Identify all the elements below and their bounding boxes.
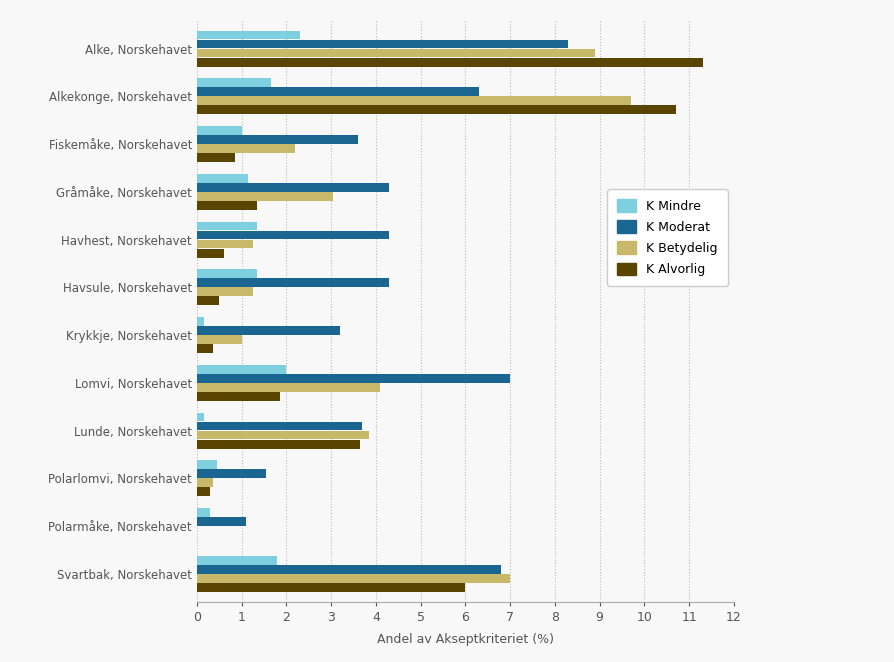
- Bar: [197, 58, 702, 66]
- Bar: [197, 508, 210, 517]
- Bar: [197, 126, 241, 135]
- Bar: [197, 97, 630, 105]
- Bar: [197, 374, 510, 383]
- Bar: [197, 201, 257, 210]
- Bar: [197, 87, 478, 96]
- Bar: [197, 144, 295, 153]
- Bar: [197, 269, 257, 278]
- Bar: [197, 344, 213, 353]
- Bar: [197, 278, 389, 287]
- Bar: [197, 440, 359, 449]
- Bar: [197, 287, 253, 296]
- Bar: [197, 192, 333, 201]
- X-axis label: Andel av Akseptkriteriet (%): Andel av Akseptkriteriet (%): [376, 633, 553, 646]
- Bar: [197, 135, 358, 144]
- Bar: [197, 412, 204, 421]
- Bar: [197, 173, 248, 183]
- Bar: [197, 422, 362, 430]
- Bar: [197, 431, 368, 440]
- Bar: [197, 479, 213, 487]
- Bar: [197, 469, 266, 478]
- Bar: [197, 183, 389, 191]
- Bar: [197, 105, 675, 115]
- Bar: [197, 392, 279, 401]
- Bar: [197, 365, 286, 373]
- Bar: [197, 565, 501, 574]
- Bar: [197, 556, 277, 565]
- Bar: [197, 335, 241, 344]
- Bar: [197, 383, 380, 392]
- Bar: [197, 460, 216, 469]
- Bar: [197, 48, 595, 58]
- Bar: [197, 40, 568, 48]
- Bar: [197, 317, 204, 326]
- Bar: [197, 326, 340, 335]
- Bar: [197, 583, 465, 592]
- Bar: [197, 517, 246, 526]
- Bar: [197, 230, 389, 240]
- Bar: [197, 30, 299, 39]
- Bar: [197, 222, 257, 230]
- Bar: [197, 240, 253, 248]
- Bar: [197, 249, 224, 258]
- Bar: [197, 153, 234, 162]
- Bar: [197, 487, 210, 496]
- Bar: [197, 78, 270, 87]
- Legend: K Mindre, K Moderat, K Betydelig, K Alvorlig: K Mindre, K Moderat, K Betydelig, K Alvo…: [607, 189, 727, 286]
- Bar: [197, 297, 219, 305]
- Bar: [197, 574, 510, 583]
